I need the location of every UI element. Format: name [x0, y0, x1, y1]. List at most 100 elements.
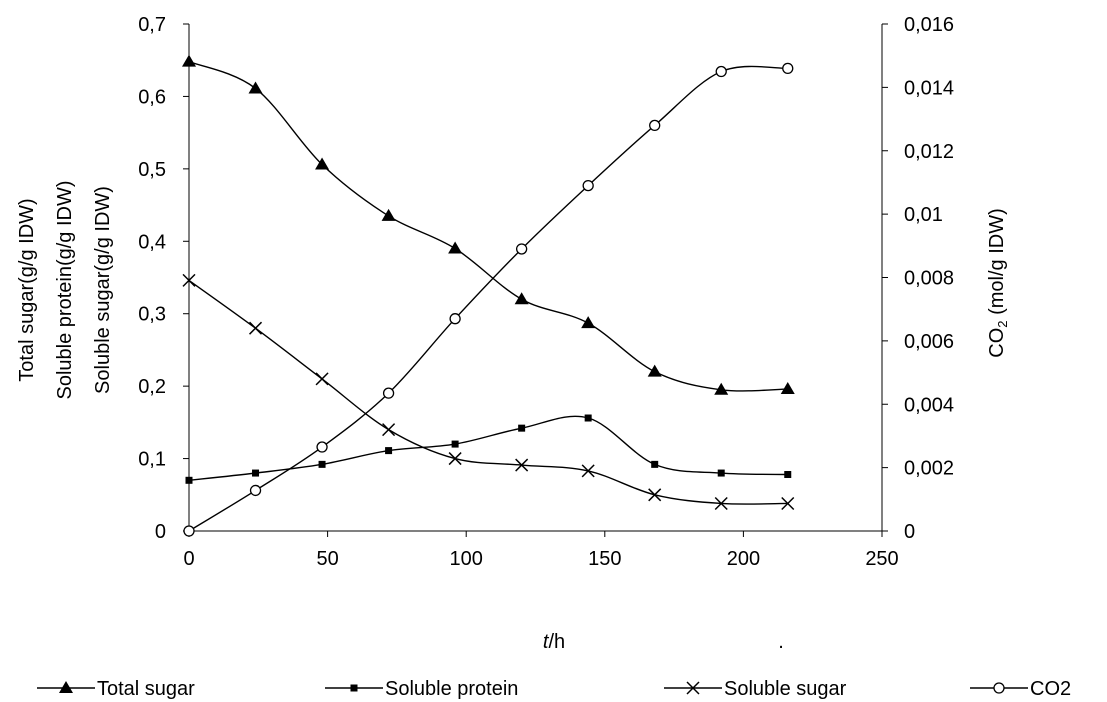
right-tick-label: 0,016	[904, 14, 954, 36]
data-point-soluble-sugar	[515, 458, 529, 472]
legend-item-co2: CO2	[970, 678, 1071, 700]
data-point-total-sugar	[182, 54, 196, 67]
data-point-soluble-protein	[784, 471, 792, 479]
data-point-soluble-sugar	[648, 488, 662, 502]
x-axis-label-italic: t	[543, 631, 550, 653]
data-point-co2	[382, 387, 395, 399]
data-point-soluble-sugar-stroke-b	[382, 423, 396, 437]
series-total-sugar	[182, 54, 795, 395]
left-tick-label: 0	[155, 521, 166, 543]
data-point-total-sugar	[514, 292, 529, 305]
x-tick-label: 100	[450, 548, 483, 570]
left-tick-label: 0,2	[138, 376, 166, 398]
data-point-soluble-protein	[451, 440, 459, 448]
data-point-total-sugar	[381, 208, 396, 221]
data-point-soluble-sugar	[448, 452, 462, 466]
data-point-soluble-protein	[651, 460, 659, 468]
x-tick-label: 250	[865, 548, 898, 570]
data-point-co2	[582, 179, 594, 192]
data-point-soluble-sugar	[781, 496, 795, 511]
data-point-total-sugar	[248, 81, 263, 94]
x-tick-label: 150	[588, 548, 621, 570]
data-point-soluble-sugar-stroke-b	[248, 321, 263, 335]
legend-marker-soluble-protein	[350, 684, 358, 692]
legend-marker-soluble-sugar	[686, 681, 700, 695]
right-tick-label: 0,01	[904, 204, 943, 226]
data-point-total-sugar	[647, 364, 662, 377]
left-axis-label-line-2: Soluble protein(g/g IDW)	[54, 181, 76, 400]
right-tick-label: 0,008	[904, 268, 954, 290]
series-line-soluble-sugar	[188, 279, 788, 505]
left-tick-label: 0,7	[138, 14, 166, 36]
data-point-soluble-sugar	[581, 464, 595, 478]
legend-label-co2: CO2	[1030, 678, 1071, 700]
data-point-total-sugar	[780, 382, 795, 395]
right-tick-label: 0,012	[904, 141, 954, 163]
left-tick-label: 0,3	[138, 304, 166, 326]
left-tick-label: 0,4	[138, 231, 166, 253]
data-point-co2	[449, 313, 461, 325]
data-point-co2	[249, 484, 262, 497]
legend-marker-soluble-sugar-stroke-b	[686, 681, 700, 695]
series-line-soluble-protein	[188, 415, 788, 481]
series-soluble-protein	[185, 414, 792, 484]
right-tick-label: 0,004	[904, 394, 954, 416]
data-point-soluble-protein	[584, 414, 592, 422]
right-axis-label-co: CO	[986, 328, 1008, 358]
series-line-total-sugar	[188, 61, 788, 392]
legend-label-total-sugar: Total sugar	[97, 678, 195, 700]
data-point-soluble-protein	[518, 424, 526, 432]
chart-axes: 0 50 100 150 200 250 0 0,1 0,2 0,3 0,4 0,5 0,6 0,7 0 0,…	[138, 14, 954, 570]
data-point-co2	[183, 525, 195, 537]
data-point-soluble-sugar-stroke-b	[781, 496, 795, 511]
data-point-soluble-sugar-stroke-b	[315, 372, 329, 386]
x-axis-label-dot: .	[778, 631, 784, 653]
data-point-soluble-protein	[717, 469, 725, 477]
data-point-soluble-sugar	[315, 372, 329, 386]
data-point-soluble-sugar	[714, 496, 728, 511]
right-tick-label: 0,006	[904, 331, 954, 353]
right-axis-label-unit: (mol/g IDW)	[986, 208, 1008, 320]
chart-legend: Total sugar Soluble protein Soluble sugar C…	[37, 678, 1071, 700]
legend-label-soluble-protein: Soluble protein	[385, 678, 518, 700]
chart-series	[182, 54, 795, 537]
legend-item-total-sugar: Total sugar	[37, 678, 195, 700]
right-axis-label: CO2 (mol/g IDW)	[986, 208, 1010, 357]
left-axis-label-line-3: Soluble sugar(g/g IDW)	[92, 186, 114, 394]
series-soluble-sugar	[182, 273, 795, 511]
left-axis-label: Total sugar(g/g IDW) Soluble protein(g/g…	[16, 181, 114, 400]
data-point-soluble-sugar-stroke-b	[182, 273, 196, 287]
data-point-total-sugar	[714, 382, 729, 395]
x-tick-label: 50	[316, 548, 338, 570]
left-tick-label: 0,1	[138, 449, 166, 471]
data-point-soluble-sugar-stroke-b	[448, 452, 462, 466]
x-tick-label: 0	[183, 548, 194, 570]
data-point-soluble-sugar-stroke-b	[581, 464, 595, 478]
x-tick-label: 200	[727, 548, 760, 570]
data-point-soluble-sugar	[382, 423, 396, 437]
data-point-soluble-sugar-stroke-b	[714, 496, 728, 511]
data-point-co2	[715, 65, 727, 78]
data-point-soluble-sugar-stroke-b	[515, 458, 529, 472]
legend-marker-total-sugar	[59, 681, 73, 693]
right-tick-label: 0	[904, 521, 915, 543]
data-point-co2	[316, 441, 328, 453]
data-point-co2	[782, 62, 794, 75]
legend-item-soluble-protein: Soluble protein	[325, 678, 518, 700]
legend-item-soluble-sugar: Soluble sugar	[664, 678, 847, 700]
right-tick-label: 0,002	[904, 458, 954, 480]
data-point-soluble-sugar	[248, 321, 263, 335]
left-tick-label: 0,6	[138, 86, 166, 108]
data-point-soluble-protein	[252, 469, 260, 477]
data-point-soluble-protein	[185, 476, 193, 484]
data-point-total-sugar	[448, 241, 463, 254]
data-point-co2	[649, 119, 661, 132]
data-point-co2	[515, 243, 528, 255]
right-tick-label: 0,014	[904, 77, 954, 99]
right-axis-label-subscript: 2	[995, 320, 1010, 327]
left-axis-label-line-1: Total sugar(g/g IDW)	[16, 198, 38, 381]
series-co2	[183, 62, 794, 537]
data-point-soluble-sugar-stroke-b	[648, 488, 662, 502]
legend-marker-co2	[993, 682, 1005, 694]
